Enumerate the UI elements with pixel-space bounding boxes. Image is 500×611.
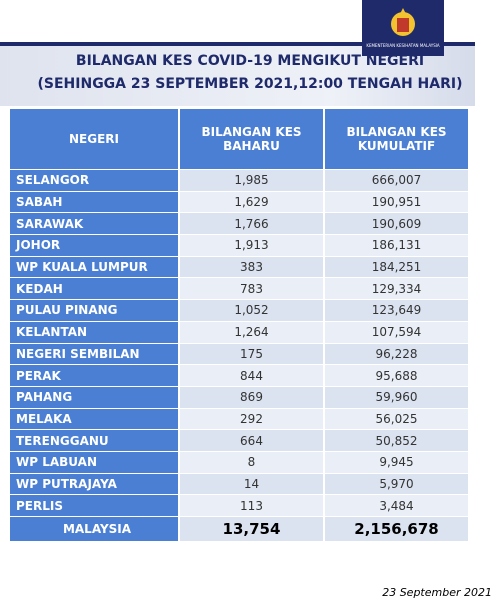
row: WP LABUAN 8 9,945 (10, 451, 470, 473)
row: TERENGGANU 664 50,852 (10, 430, 470, 451)
cell: 783 (180, 278, 325, 300)
cell: 292 (180, 408, 325, 430)
state-cell: MELAKA (10, 408, 180, 430)
cell: 107,594 (325, 321, 470, 343)
column-header: BILANGAN KES BAHARU (180, 109, 325, 169)
row: JOHOR 1,913 186,131 (10, 235, 470, 256)
cell: 175 (180, 343, 325, 365)
row: PULAU PINANG 1,052 123,649 (10, 300, 470, 321)
logo-caption: KEMENTERIAN KESIHATAN MALAYSIA (366, 43, 440, 48)
row: PERLIS 113 3,484 (10, 495, 470, 516)
state-cell: KEDAH (10, 278, 180, 300)
cell: 190,951 (325, 191, 470, 213)
cell: 96,228 (325, 343, 470, 365)
state-cell: SABAH (10, 191, 180, 213)
state-cell: PERAK (10, 365, 180, 386)
cell: 123,649 (325, 300, 470, 321)
state-cell: PAHANG (10, 386, 180, 408)
cell: 184,251 (325, 256, 470, 278)
cell: 113 (180, 495, 325, 516)
cases-table: NEGERI BILANGAN KES BAHARU BILANGAN KES KU… (10, 108, 470, 542)
state-cell: WP LABUAN (10, 451, 180, 473)
cell: 869 (180, 386, 325, 408)
cell: 666,007 (325, 170, 470, 191)
cell: 1,766 (180, 213, 325, 235)
cell: 50,852 (325, 430, 470, 451)
row: KELANTAN 1,264 107,594 (10, 321, 470, 343)
cell: 95,688 (325, 365, 470, 386)
row: SARAWAK 1,766 190,609 (10, 213, 470, 235)
state-cell: WP PUTRAJAYA (10, 473, 180, 495)
cell: 1,913 (180, 235, 325, 256)
total-cell: 2,156,678 (325, 517, 470, 541)
cell: 664 (180, 430, 325, 451)
row: PAHANG 869 59,960 (10, 386, 470, 408)
column-header: BILANGAN KES KUMULATIF (325, 109, 470, 169)
state-cell: TERENGGANU (10, 430, 180, 451)
state-cell: KELANTAN (10, 321, 180, 343)
cell: 56,025 (325, 408, 470, 430)
state-cell: PERLIS (10, 495, 180, 516)
crest (391, 8, 415, 36)
cell: 383 (180, 256, 325, 278)
state-cell: SELANGOR (10, 170, 180, 191)
row: SABAH 1,629 190,951 (10, 191, 470, 213)
total-label: MALAYSIA (10, 517, 180, 541)
cell: 1,052 (180, 300, 325, 321)
cell: 190,609 (325, 213, 470, 235)
cell: 1,629 (180, 191, 325, 213)
state-cell: SARAWAK (10, 213, 180, 235)
logo: KEMENTERIAN KESIHATAN MALAYSIA (362, 0, 444, 56)
cell: 1,985 (180, 170, 325, 191)
header-row: NEGERI BILANGAN KES BAHARU BILANGAN KES KU… (10, 109, 470, 169)
row: KEDAH 783 129,334 (10, 278, 470, 300)
row: SELANGOR 1,985 666,007 (10, 170, 470, 191)
cell: 3,484 (325, 495, 470, 516)
total-cell: 13,754 (180, 517, 325, 541)
row: WP KUALA LUMPUR 383 184,251 (10, 256, 470, 278)
cell: 129,334 (325, 278, 470, 300)
cell: 8 (180, 451, 325, 473)
column-header: NEGERI (10, 109, 180, 169)
cell: 1,264 (180, 321, 325, 343)
cell: 9,945 (325, 451, 470, 473)
row: PERAK 844 95,688 (10, 365, 470, 386)
state-cell: PULAU PINANG (10, 300, 180, 321)
state-cell: WP KUALA LUMPUR (10, 256, 180, 278)
cell: 186,131 (325, 235, 470, 256)
total-row: MALAYSIA 13,754 2,156,678 (10, 517, 470, 541)
cell: 59,960 (325, 386, 470, 408)
state-cell: NEGERI SEMBILAN (10, 343, 180, 365)
row: NEGERI SEMBILAN 175 96,228 (10, 343, 470, 365)
row: MELAKA 292 56,025 (10, 408, 470, 430)
cell: 5,970 (325, 473, 470, 495)
cell: 844 (180, 365, 325, 386)
cell: 14 (180, 473, 325, 495)
row: WP PUTRAJAYA 14 5,970 (10, 473, 470, 495)
date: 23 September 2021 (382, 586, 492, 599)
subtitle: (SEHINGGA 23 SEPTEMBER 2021,12:00 TENGAH… (37, 76, 463, 92)
title: BILANGAN KES COVID-19 MENGIKUT NEGERI (75, 53, 425, 69)
state-cell: JOHOR (10, 235, 180, 256)
